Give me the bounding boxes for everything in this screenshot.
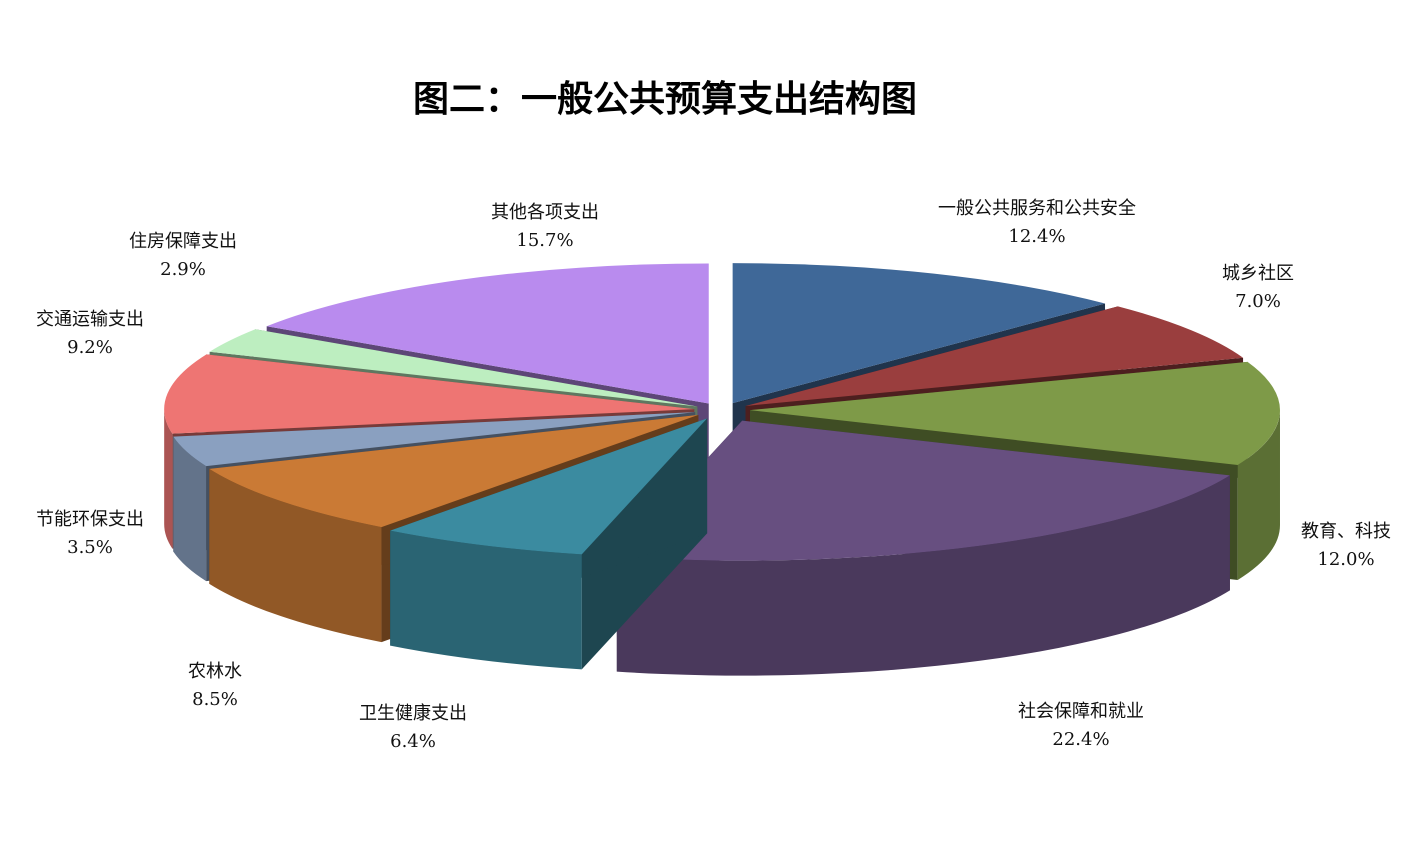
slice-top-face — [209, 414, 699, 528]
slice-name: 教育、科技 — [1301, 521, 1391, 542]
data-label: 卫生健康支出 6.4% — [359, 700, 467, 756]
slice-percent: 9.2% — [67, 337, 113, 358]
slice-top-face — [616, 420, 1230, 561]
data-label: 城乡社区 7.0% — [1222, 260, 1294, 316]
data-label: 交通运输支出 9.2% — [36, 306, 144, 362]
pie-slice — [390, 418, 708, 670]
pie-slice — [616, 420, 1230, 676]
slice-top-face — [266, 263, 709, 404]
data-label: 节能环保支出 3.5% — [36, 506, 144, 562]
slice-percent: 12.0% — [1317, 549, 1375, 570]
data-label: 一般公共服务和公共安全 12.4% — [938, 195, 1136, 251]
slice-outer-wall — [173, 436, 207, 582]
slice-percent: 2.9% — [160, 259, 206, 280]
slice-name: 交通运输支出 — [36, 309, 144, 330]
chart-title: 图二：一般公共预算支出结构图 — [412, 78, 917, 120]
slice-percent: 8.5% — [192, 689, 238, 710]
slice-top-face — [749, 361, 1280, 465]
slice-percent: 7.0% — [1235, 291, 1281, 312]
slice-top-face — [390, 418, 708, 555]
slice-name: 一般公共服务和公共安全 — [938, 198, 1136, 219]
slice-name: 城乡社区 — [1222, 263, 1294, 284]
slice-percent: 22.4% — [1052, 729, 1110, 750]
slice-top-face — [209, 329, 698, 407]
slice-name: 节能环保支出 — [36, 509, 144, 530]
slice-percent: 6.4% — [390, 731, 436, 752]
data-label: 住房保障支出 2.9% — [129, 228, 237, 284]
slice-outer-wall — [164, 409, 173, 549]
slice-percent: 3.5% — [67, 537, 113, 558]
slice-name: 社会保障和就业 — [1018, 701, 1144, 722]
data-label: 农林水 8.5% — [188, 658, 242, 714]
slice-outer-wall — [209, 468, 382, 643]
slice-top-face — [164, 354, 695, 434]
slice-outer-wall — [1237, 410, 1280, 580]
slice-name: 住房保障支出 — [129, 231, 237, 252]
slice-name: 农林水 — [188, 661, 242, 682]
data-label: 其他各项支出 15.7% — [491, 199, 599, 255]
slice-percent: 15.7% — [516, 230, 574, 251]
slice-name: 卫生健康支出 — [359, 703, 467, 724]
data-label: 社会保障和就业 22.4% — [1018, 698, 1144, 754]
slice-name: 其他各项支出 — [491, 202, 599, 223]
slice-top-face — [732, 263, 1106, 404]
data-label: 教育、科技 12.0% — [1301, 518, 1391, 574]
slice-top-face — [173, 412, 696, 467]
slice-outer-wall — [616, 475, 1230, 676]
slice-outer-wall — [390, 530, 582, 670]
slice-percent: 12.4% — [1008, 226, 1066, 247]
slice-top-face — [745, 306, 1244, 406]
